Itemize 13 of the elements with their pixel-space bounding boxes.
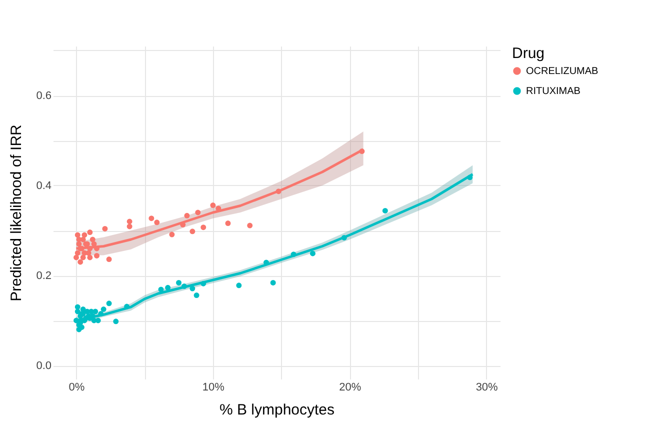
- x-tick-label: 20%: [339, 382, 362, 394]
- x-tick-label: 10%: [202, 382, 225, 394]
- x-tick-label: 0%: [68, 382, 85, 394]
- legend-label: OCRELIZUMAB: [526, 66, 599, 77]
- y-tick-label: 0.6: [36, 90, 52, 102]
- y-axis-title: Predicted likelihood of IRR: [8, 124, 26, 302]
- y-tick-label: 0.4: [36, 180, 52, 192]
- legend-label: RITUXIMAB: [526, 86, 581, 97]
- y-tick-label: 0.0: [36, 360, 52, 372]
- y-tick-label: 0.2: [36, 270, 52, 282]
- x-tick-label: 30%: [476, 382, 498, 394]
- legend-title: Drug: [512, 45, 545, 62]
- x-axis-title: % B lymphocytes: [219, 402, 335, 418]
